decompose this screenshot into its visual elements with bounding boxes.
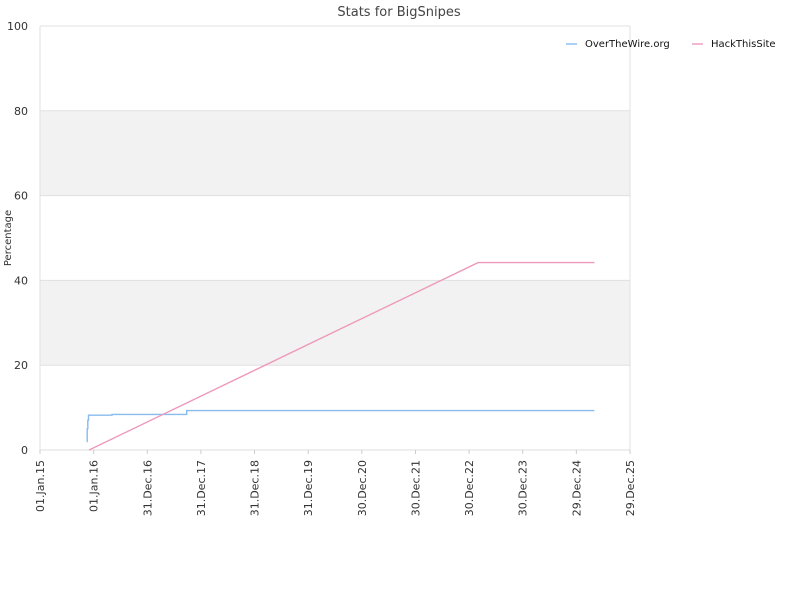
- x-tick-label: 29.Dec.25: [624, 460, 637, 516]
- x-tick-label: 30.Dec.20: [356, 460, 369, 516]
- grid-bands: [40, 110, 630, 366]
- grid-band: [40, 280, 630, 366]
- x-tick-label: 30.Dec.23: [517, 460, 530, 516]
- x-tick-label: 31.Dec.19: [302, 460, 315, 516]
- chart-title: Stats for BigSnipes: [337, 5, 460, 20]
- x-tick-label: 01.Jan.15: [34, 460, 47, 512]
- grid-lines: [39, 25, 631, 451]
- x-tick-label: 30.Dec.22: [463, 460, 476, 516]
- y-tick-label: 100: [7, 20, 28, 33]
- y-tick-label: 80: [14, 105, 28, 118]
- x-tick-label: 31.Dec.17: [195, 460, 208, 516]
- legend-label: OverTheWire.org: [585, 39, 670, 50]
- x-tick-label: 01.Jan.16: [88, 460, 101, 512]
- y-axis-ticks: 0 20 40 60 80 100: [7, 20, 28, 457]
- y-tick-label: 20: [14, 359, 28, 372]
- y-tick-label: 40: [14, 274, 28, 287]
- series-line: [86, 409, 595, 443]
- x-tick-label: 29.Dec.24: [570, 460, 583, 516]
- x-axis-ticks: 01.Jan.15 01.Jan.16 31.Dec.16 31.Dec.17 31.D…: [34, 450, 637, 516]
- x-tick-label: 30.Dec.21: [409, 460, 422, 516]
- series-line: [88, 261, 595, 451]
- series-lines: [86, 261, 595, 451]
- y-tick-label: 0: [21, 444, 28, 457]
- x-tick-label: 31.Dec.16: [141, 460, 154, 516]
- grid-band: [40, 110, 630, 196]
- y-axis-title: Percentage: [3, 210, 14, 266]
- legend: OverTheWire.org HackThisSite: [566, 39, 776, 50]
- legend-label: HackThisSite: [711, 39, 776, 50]
- y-tick-label: 60: [14, 190, 28, 203]
- x-tick-label: 31.Dec.18: [249, 460, 262, 516]
